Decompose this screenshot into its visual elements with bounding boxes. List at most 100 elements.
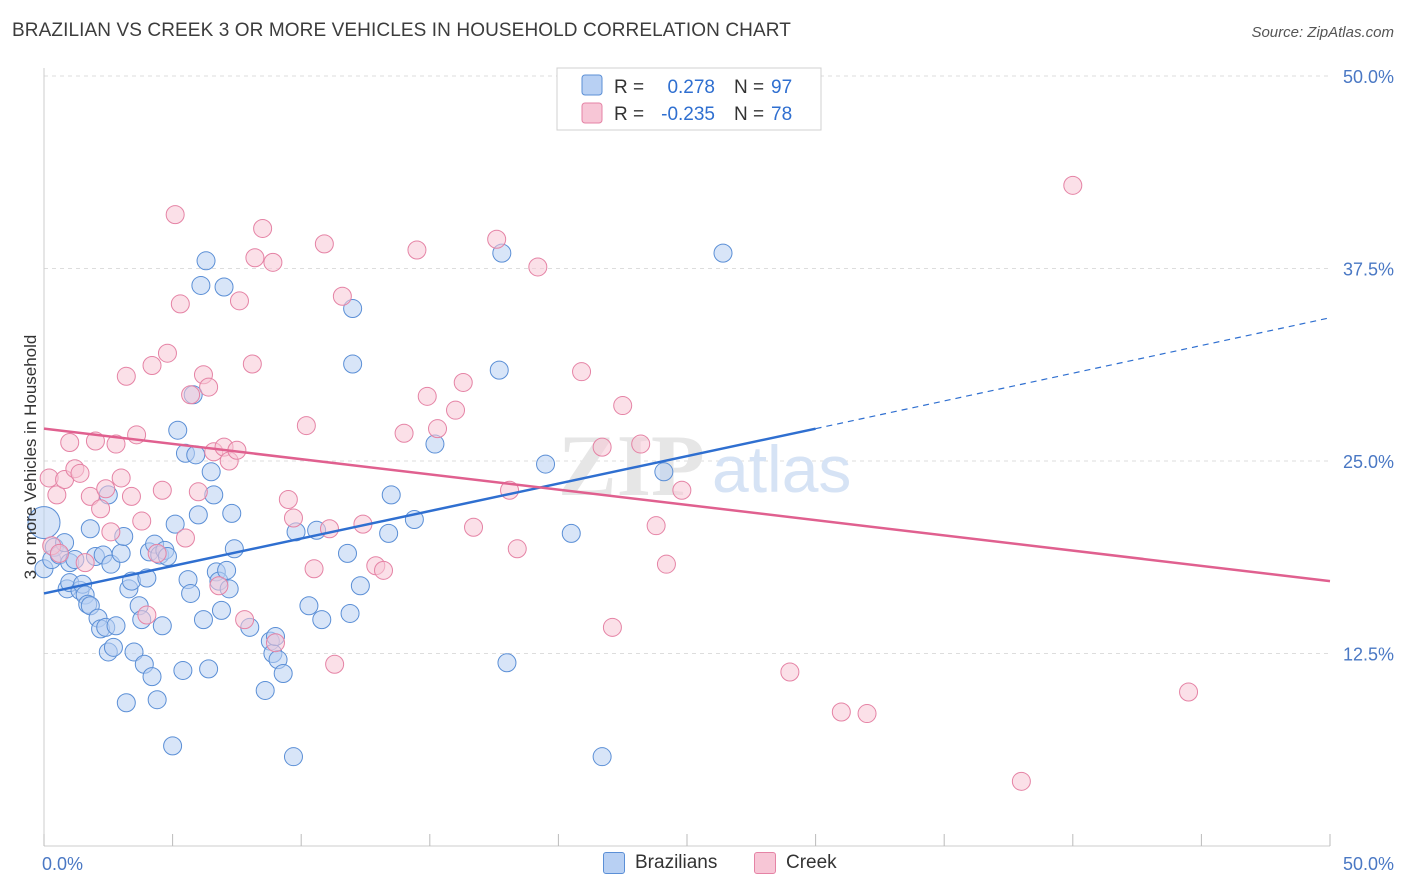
brazilians-point: [193, 610, 213, 630]
brazilians-point: [222, 503, 242, 523]
y-tick-label: 12.5%: [1343, 645, 1394, 665]
creek-point: [209, 576, 229, 596]
creek-point: [374, 560, 394, 580]
brazilians-point: [27, 506, 61, 540]
creek-point: [446, 400, 466, 420]
creek-point: [283, 508, 303, 528]
brazilians-point: [116, 693, 136, 713]
brazilians-point: [350, 576, 370, 596]
brazilians-point: [497, 653, 517, 673]
legend-n-value-2: 78: [771, 104, 792, 125]
bottom-legend-label-creek: Creek: [786, 852, 837, 873]
creek-point: [417, 386, 437, 406]
creek-point: [142, 356, 162, 376]
brazilians-point: [199, 659, 219, 679]
brazilians-point: [124, 642, 144, 662]
bottom-legend-brazilians: Brazilians: [603, 852, 717, 874]
brazilians-point: [163, 736, 183, 756]
creek-point: [132, 511, 152, 531]
creek-point: [857, 704, 877, 724]
watermark-atlas: atlas: [712, 432, 851, 506]
bottom-legend-swatch-brazilians: [603, 852, 625, 874]
brazilians-point: [80, 519, 100, 539]
brazilians-point: [381, 485, 401, 505]
creek-point: [188, 482, 208, 502]
brazilians-point: [152, 616, 172, 636]
creek-point: [70, 463, 90, 483]
creek-point: [407, 240, 427, 260]
watermark: ZIP atlas: [558, 418, 851, 515]
creek-point: [672, 480, 692, 500]
creek-point: [75, 553, 95, 573]
creek-trend-line: [43, 427, 1331, 583]
creek-point: [528, 257, 548, 277]
brazilians-point: [592, 747, 612, 767]
brazilians-point: [343, 299, 363, 319]
creek-point: [181, 385, 201, 405]
bottom-legend-creek: Creek: [754, 852, 837, 874]
creek-point: [60, 433, 80, 453]
creek-point: [325, 654, 345, 674]
creek-point: [175, 528, 195, 548]
creek-point: [265, 633, 285, 653]
brazilians-trend-line: [43, 427, 816, 595]
x-tick-label-max: 50.0%: [1343, 854, 1394, 874]
creek-point: [656, 554, 676, 574]
legend-n-label-1: N =: [734, 77, 764, 98]
creek-point: [296, 416, 316, 436]
brazilians-point: [379, 523, 399, 543]
brazilians-point: [536, 454, 556, 474]
brazilians-point: [312, 610, 332, 630]
brazilians-point: [204, 485, 224, 505]
creek-point: [263, 252, 283, 272]
source-credit: Source: ZipAtlas.com: [1251, 24, 1394, 41]
brazilians-point: [273, 664, 293, 684]
creek-point: [572, 362, 592, 382]
creek-point: [101, 522, 121, 542]
legend-n-value-1: 97: [771, 77, 792, 98]
creek-point: [235, 610, 255, 630]
creek-point: [229, 291, 249, 311]
watermark-zip: ZIP: [558, 418, 705, 515]
creek-point: [137, 605, 157, 625]
creek-point: [602, 617, 622, 637]
creek-point: [464, 517, 484, 537]
creek-point: [242, 354, 262, 374]
brazilians-point: [214, 277, 234, 297]
brazilians-point: [201, 462, 221, 482]
y-tick-labels: 12.5% 25.0% 37.5% 50.0%: [1343, 67, 1394, 665]
brazilians-point: [191, 275, 211, 295]
creek-point: [1011, 771, 1031, 791]
creek-point: [116, 366, 136, 386]
y-tick-label: 25.0%: [1343, 452, 1394, 472]
creek-point: [106, 434, 126, 454]
brazilians-point: [337, 543, 357, 563]
creek-point: [152, 480, 172, 500]
brazilians-point: [654, 462, 674, 482]
creek-point: [394, 423, 414, 443]
creek-point: [253, 218, 273, 238]
trend-lines: [43, 317, 1331, 595]
creek-point: [199, 377, 219, 397]
creek-point: [1179, 682, 1199, 702]
brazilians-point: [299, 596, 319, 616]
brazilians-point: [343, 354, 363, 374]
legend-r-value-2: -0.235: [661, 104, 715, 125]
brazilians-trend-extension: [815, 317, 1331, 430]
x-tick-label-min: 0.0%: [42, 854, 83, 874]
brazilians-point: [173, 660, 193, 680]
creek-point: [170, 294, 190, 314]
brazilians-point: [217, 560, 237, 580]
stats-legend: R = 0.278 N = 97 R = -0.235 N = 78: [556, 67, 822, 131]
creek-point: [121, 486, 141, 506]
creek-point: [96, 479, 116, 499]
brazilians-point: [489, 360, 509, 380]
creek-point: [165, 205, 185, 225]
bottom-legend: Brazilians Creek: [0, 852, 1406, 878]
creek-point: [278, 490, 298, 509]
brazilians-point: [111, 543, 131, 563]
brazilians-point: [147, 690, 167, 710]
creek-point: [780, 662, 800, 682]
creek-point: [47, 485, 67, 505]
